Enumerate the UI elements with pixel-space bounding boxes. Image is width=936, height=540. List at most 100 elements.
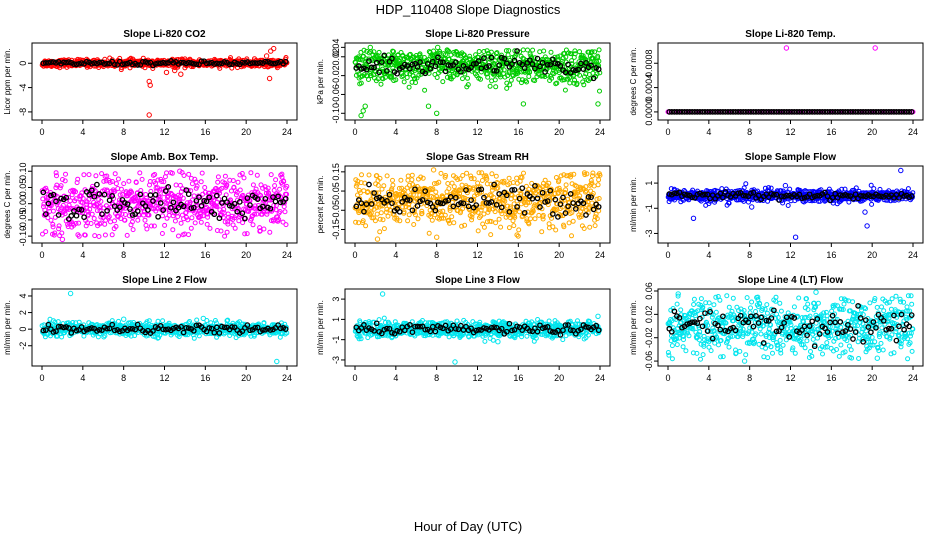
average-point	[491, 181, 497, 188]
x-tick-label: 4	[706, 127, 711, 137]
average-point	[71, 208, 77, 214]
average-point	[539, 59, 546, 66]
average-point	[407, 65, 413, 72]
data-point	[434, 75, 440, 80]
data-point	[88, 202, 93, 208]
average-point	[399, 199, 406, 205]
data-point	[743, 181, 749, 187]
data-point	[164, 170, 169, 176]
data-point	[593, 211, 599, 217]
average-point	[185, 59, 192, 66]
average-point	[198, 58, 205, 65]
average-point	[447, 194, 454, 200]
data-point	[50, 221, 56, 227]
average-point	[363, 66, 370, 73]
data-point	[250, 182, 256, 188]
average-point	[422, 70, 429, 77]
data-point	[365, 189, 371, 195]
outlier-point	[520, 101, 527, 107]
average-point	[48, 192, 54, 199]
data-point	[527, 199, 533, 205]
average-point	[145, 207, 151, 213]
data-point	[592, 49, 598, 55]
outlier-point	[163, 69, 170, 76]
data-point	[63, 171, 68, 177]
data-point	[52, 230, 58, 236]
figure-title: HDP_110408 Slope Diagnostics	[376, 2, 561, 17]
data-point	[242, 231, 248, 237]
average-point	[804, 109, 810, 115]
x-tick-label: 12	[472, 250, 482, 260]
average-point	[58, 195, 64, 202]
data-point	[400, 73, 406, 79]
data-point	[376, 49, 382, 55]
data-point	[431, 181, 437, 187]
data-point	[389, 73, 395, 79]
data-point	[491, 195, 497, 200]
average-point	[875, 109, 882, 115]
data-point	[175, 214, 181, 220]
data-point	[354, 181, 360, 187]
average-point	[883, 109, 890, 115]
data-point	[194, 317, 200, 323]
average-point	[366, 181, 372, 188]
data-point	[478, 207, 484, 213]
data-point	[53, 185, 59, 191]
data-point	[596, 196, 602, 201]
data-point	[439, 215, 445, 221]
data-point	[192, 176, 198, 182]
average-point	[213, 192, 220, 199]
average-point	[65, 59, 72, 65]
average-point	[737, 109, 744, 115]
data-point	[108, 219, 113, 225]
average-point	[137, 191, 144, 198]
data-point	[479, 178, 485, 183]
average-point	[748, 190, 754, 197]
data-point	[372, 218, 378, 224]
data-point	[56, 223, 62, 229]
data-point	[113, 181, 119, 187]
average-point	[878, 193, 884, 200]
data-point	[384, 173, 390, 179]
average-point	[891, 109, 897, 115]
average-point	[40, 189, 47, 196]
data-point	[267, 229, 273, 235]
data-point	[91, 216, 97, 221]
average-point	[681, 109, 688, 115]
average-point	[712, 109, 719, 115]
data-point	[418, 174, 424, 180]
data-point	[568, 172, 574, 178]
data-point	[451, 220, 457, 226]
y-tick-label: -3	[644, 229, 654, 237]
x-tick-label: 16	[513, 250, 523, 260]
x-tick-label: 8	[121, 250, 126, 260]
average-point	[668, 109, 675, 115]
data-point	[62, 211, 68, 217]
average-point	[580, 200, 587, 207]
data-point	[405, 218, 411, 224]
data-point	[596, 47, 602, 53]
x-tick-label: 0	[665, 250, 670, 260]
average-point	[358, 200, 365, 207]
data-point	[588, 188, 594, 194]
x-tick-label: 16	[200, 373, 210, 383]
data-point	[506, 48, 512, 54]
outlier-point	[898, 167, 904, 174]
average-point	[878, 109, 884, 115]
data-point	[51, 232, 57, 238]
average-point	[239, 210, 246, 217]
x-tick-label: 20	[241, 250, 251, 260]
average-point	[193, 61, 200, 68]
average-point	[127, 206, 133, 212]
data-point	[554, 80, 560, 86]
x-tick-label: 8	[121, 373, 126, 383]
data-point	[252, 211, 257, 217]
average-point	[501, 55, 508, 62]
data-point	[187, 319, 192, 324]
average-point	[681, 191, 688, 198]
outlier-point	[862, 209, 868, 215]
data-point	[272, 183, 278, 189]
data-point	[96, 234, 102, 239]
average-point	[542, 199, 548, 205]
data-point	[374, 211, 380, 217]
